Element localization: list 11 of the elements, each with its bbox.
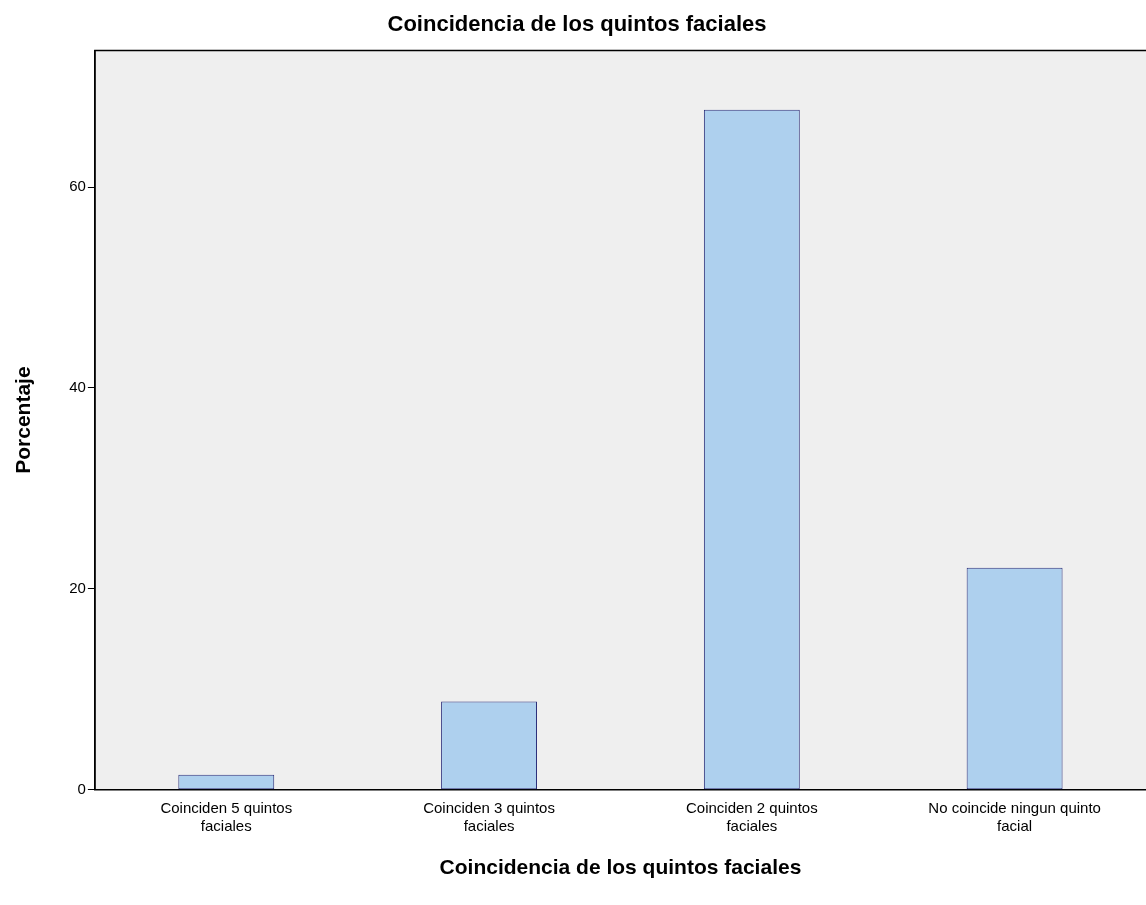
- chart-title: Coincidencia de los quintos faciales: [387, 11, 767, 37]
- x-tick-label: Coinciden 2 quintos faciales: [685, 798, 818, 834]
- x-tick-label: No coincide ningun quinto facial: [928, 798, 1101, 834]
- y-axis-title: Porcentaje: [11, 366, 35, 474]
- y-tick-label: 20: [69, 579, 86, 597]
- y-tick-label: 60: [69, 177, 86, 195]
- y-tick-label: 40: [69, 378, 86, 396]
- x-tick-label: Coinciden 3 quintos faciales: [423, 798, 555, 834]
- y-tick-label: 0: [77, 779, 86, 797]
- x-axis-title: Coincidencia de los quintos faciales: [439, 855, 802, 879]
- x-tick-label: Coinciden 5 quintos faciales: [160, 798, 293, 834]
